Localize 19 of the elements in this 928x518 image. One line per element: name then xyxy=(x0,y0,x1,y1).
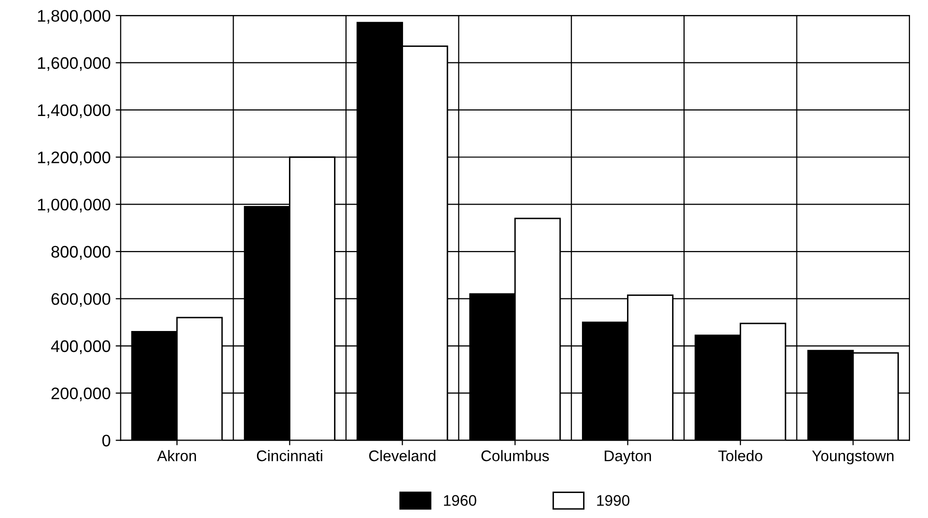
y-tick-label: 400,000 xyxy=(51,340,110,354)
y-tick-label: 1,000,000 xyxy=(38,198,110,212)
y-tick-label: 1,800,000 xyxy=(38,10,110,24)
x-tick-label: Columbus xyxy=(481,450,549,462)
x-tick-label: Cincinnati xyxy=(256,450,322,462)
legend-label: 1960 xyxy=(444,495,476,506)
x-tick-label: Toledo xyxy=(718,450,762,462)
y-tick-label: 600,000 xyxy=(52,293,110,307)
x-tick-label: Cleveland xyxy=(369,450,436,462)
legend-label: 1990 xyxy=(597,495,630,506)
y-tick-label: 1,200,000 xyxy=(38,152,110,166)
y-tick-label: 0 xyxy=(102,434,110,447)
y-tick-label: 800,000 xyxy=(51,246,110,260)
y-tick-label: 200,000 xyxy=(52,388,110,402)
x-tick-label: Dayton xyxy=(604,450,651,464)
x-tick-label: Akron xyxy=(157,450,196,462)
y-tick-label: 1,400,000 xyxy=(38,104,110,118)
y-tick-label: 1,600,000 xyxy=(38,57,110,71)
x-tick-label: Youngstown xyxy=(812,450,894,464)
